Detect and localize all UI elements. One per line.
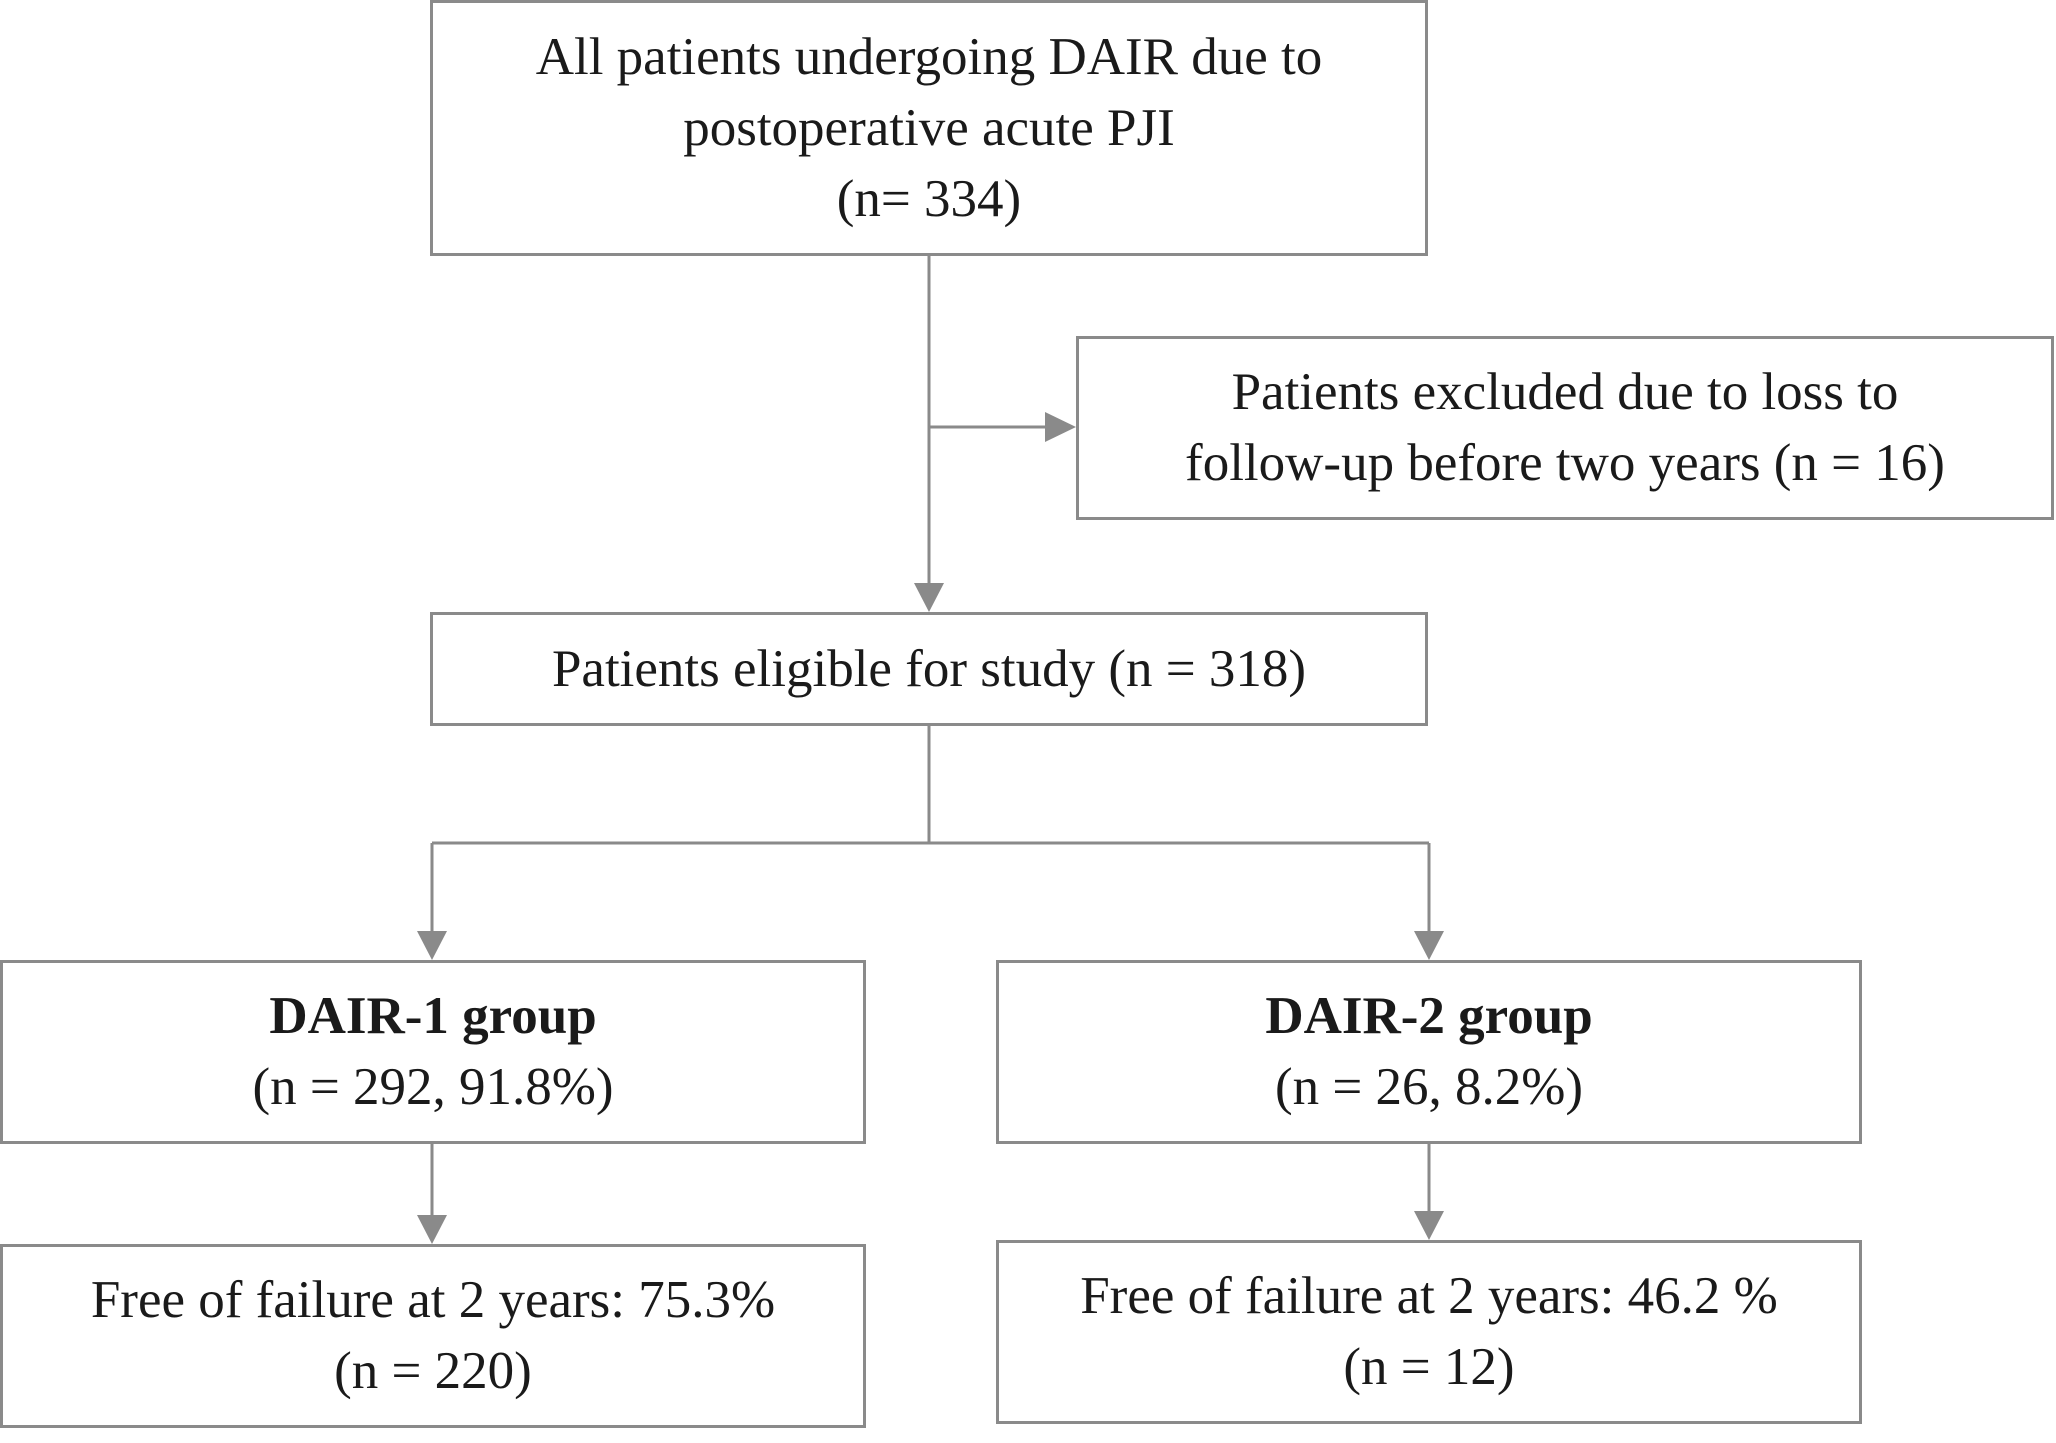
total-patients-count: (n= 334)	[836, 169, 1022, 228]
dair1-outcome-rate: Free of failure at 2 years: 75.3%	[90, 1271, 776, 1329]
excluded-patients-line2: follow-up before two years (n = 16)	[1185, 434, 1945, 492]
dair2-outcome-rate: Free of failure at 2 years: 46.2 %	[1080, 1267, 1778, 1325]
dair1-group-count: (n = 292, 91.8%)	[252, 1058, 614, 1116]
dair1-outcome-count: (n = 220)	[334, 1342, 532, 1400]
dair2-group-box: DAIR-2 group (n = 26, 8.2%)	[996, 960, 1862, 1144]
eligible-patients-box: Patients eligible for study (n = 318)	[430, 612, 1428, 726]
arrow-to-excluded	[1045, 412, 1076, 442]
dair2-group-count: (n = 26, 8.2%)	[1274, 1058, 1584, 1116]
arrow-to-group2	[1414, 931, 1444, 960]
dair1-group-title: DAIR-1 group	[269, 987, 597, 1045]
excluded-patients-box: Patients excluded due to loss to follow-…	[1076, 336, 2054, 520]
dair2-outcome-count: (n = 12)	[1343, 1338, 1515, 1396]
excluded-patients-line1: Patients excluded due to loss to	[1231, 363, 1899, 421]
arrow-to-group1	[417, 931, 447, 960]
dair1-outcome-box: Free of failure at 2 years: 75.3% (n = 2…	[0, 1244, 866, 1428]
total-patients-box: All patients undergoing DAIR due to post…	[430, 0, 1428, 256]
arrow-to-outcome2	[1414, 1211, 1444, 1240]
arrow-to-eligible	[914, 583, 944, 612]
total-patients-line1: All patients undergoing DAIR due to	[535, 27, 1323, 86]
eligible-patients-text: Patients eligible for study (n = 318)	[551, 639, 1307, 698]
dair2-outcome-box: Free of failure at 2 years: 46.2 % (n = …	[996, 1240, 1862, 1424]
arrow-to-outcome1	[417, 1215, 447, 1244]
total-patients-line2: postoperative acute PJI	[683, 98, 1175, 157]
dair1-group-box: DAIR-1 group (n = 292, 91.8%)	[0, 960, 866, 1144]
dair2-group-title: DAIR-2 group	[1265, 987, 1593, 1045]
